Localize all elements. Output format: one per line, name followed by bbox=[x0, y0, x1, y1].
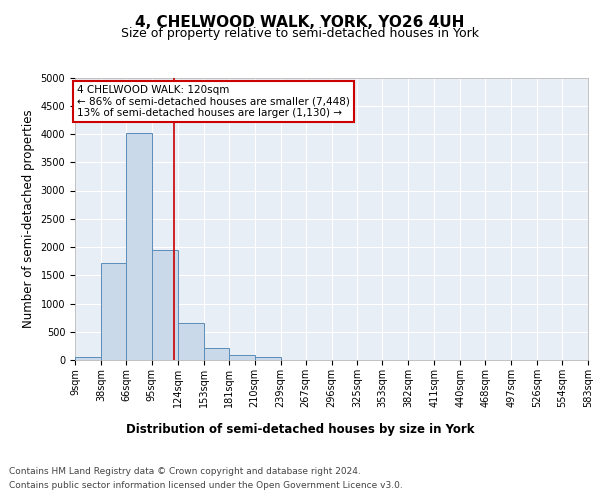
Text: Contains public sector information licensed under the Open Government Licence v3: Contains public sector information licen… bbox=[9, 481, 403, 490]
Bar bbox=[254, 356, 281, 360]
Bar bbox=[126, 133, 152, 360]
Bar bbox=[101, 263, 126, 360]
Text: Contains HM Land Registry data © Crown copyright and database right 2024.: Contains HM Land Registry data © Crown c… bbox=[9, 468, 361, 476]
Text: 4 CHELWOOD WALK: 120sqm
← 86% of semi-detached houses are smaller (7,448)
13% of: 4 CHELWOOD WALK: 120sqm ← 86% of semi-de… bbox=[77, 85, 350, 118]
Bar bbox=[203, 348, 229, 360]
Text: 4, CHELWOOD WALK, YORK, YO26 4UH: 4, CHELWOOD WALK, YORK, YO26 4UH bbox=[136, 15, 464, 30]
Bar bbox=[178, 322, 203, 360]
Bar bbox=[229, 355, 254, 360]
Text: Distribution of semi-detached houses by size in York: Distribution of semi-detached houses by … bbox=[126, 422, 474, 436]
Bar bbox=[75, 357, 101, 360]
Y-axis label: Number of semi-detached properties: Number of semi-detached properties bbox=[22, 110, 35, 328]
Bar bbox=[152, 250, 178, 360]
Text: Size of property relative to semi-detached houses in York: Size of property relative to semi-detach… bbox=[121, 28, 479, 40]
